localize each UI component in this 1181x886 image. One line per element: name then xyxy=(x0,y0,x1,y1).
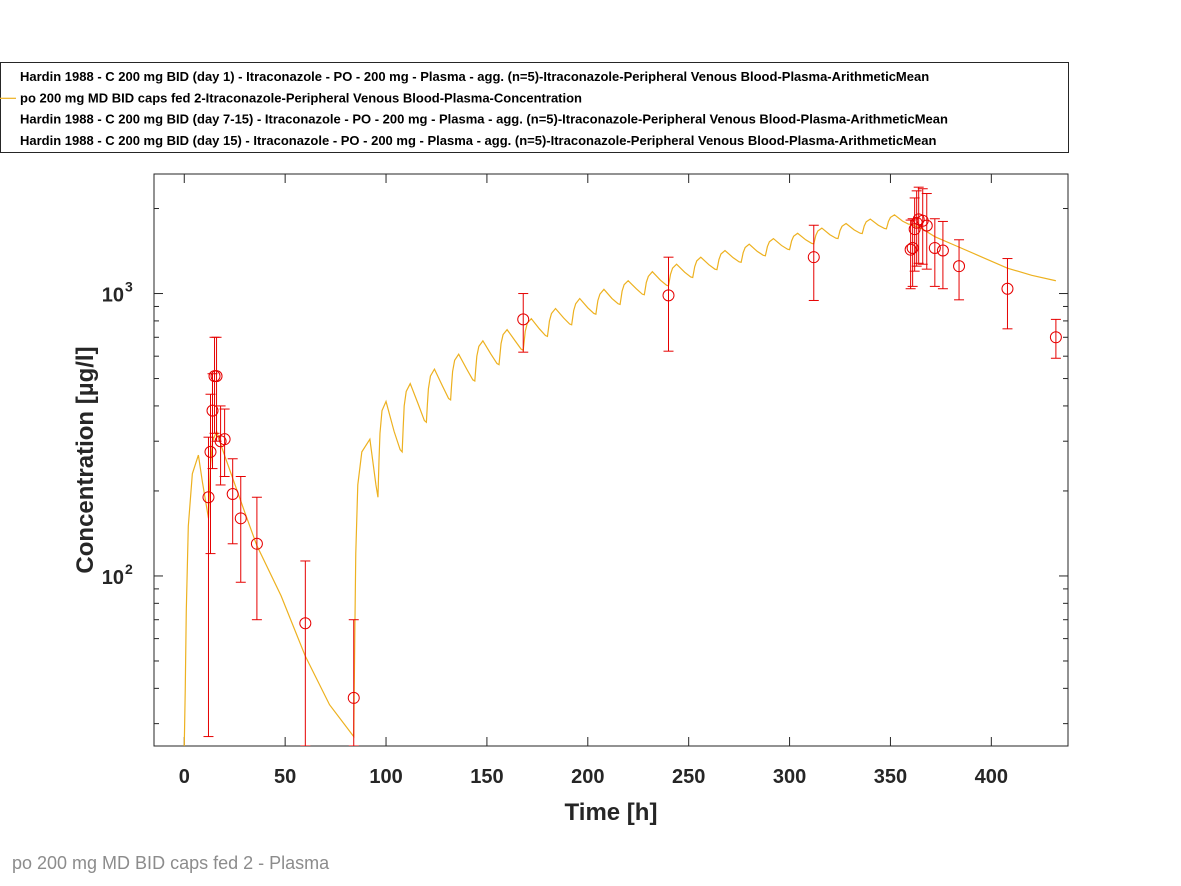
data-marker xyxy=(347,691,360,704)
data-marker xyxy=(936,244,949,257)
observed-point-6 xyxy=(218,408,231,477)
x-tick-label: 200 xyxy=(571,766,604,788)
data-marker xyxy=(250,537,263,550)
data-marker xyxy=(906,241,919,254)
x-tick-label: 400 xyxy=(975,766,1008,788)
data-marker xyxy=(234,512,247,525)
data-marker xyxy=(953,260,966,273)
observed-point-25 xyxy=(1001,258,1014,330)
data-marker xyxy=(662,289,675,302)
observed-point-24 xyxy=(953,239,966,301)
data-marker xyxy=(299,617,312,630)
data-marker xyxy=(928,241,941,254)
x-tick-label: 50 xyxy=(274,766,296,788)
data-marker xyxy=(218,433,231,446)
data-marker xyxy=(210,370,223,383)
observed-point-1 xyxy=(204,393,217,555)
observed-point-26 xyxy=(1049,318,1062,359)
x-tick-label: 100 xyxy=(369,766,402,788)
observed-point-20 xyxy=(916,188,929,265)
observed-point-13 xyxy=(662,256,675,352)
observed-point-8 xyxy=(234,475,247,583)
x-axis-label: Time [h] xyxy=(565,799,658,826)
legend: Hardin 1988 - C 200 mg BID (day 1) - Itr… xyxy=(0,62,1069,153)
x-tick-label: 350 xyxy=(874,766,907,788)
observed-point-14 xyxy=(807,224,820,301)
observed-point-21 xyxy=(920,193,933,270)
data-marker xyxy=(206,404,219,417)
y-axis-label: Concentration [µg/l] xyxy=(72,346,99,573)
data-marker xyxy=(1001,282,1014,295)
observed-point-11 xyxy=(347,619,360,746)
observed-series xyxy=(202,186,1062,746)
data-marker xyxy=(226,488,239,501)
x-tick-label: 0 xyxy=(179,766,190,788)
y-tick-exponent: 2 xyxy=(125,561,133,577)
x-tick-label: 150 xyxy=(470,766,503,788)
data-marker xyxy=(202,491,215,504)
data-marker xyxy=(204,445,217,458)
observed-point-23 xyxy=(936,220,949,290)
legend-entry-1: po 200 mg MD BID caps fed 2-Itraconazole… xyxy=(20,90,582,105)
observed-point-15 xyxy=(904,219,917,290)
y-tick-label: 10 xyxy=(102,285,124,307)
simulated-line xyxy=(183,214,1057,746)
data-marker xyxy=(807,251,820,264)
legend-box xyxy=(0,62,1069,153)
observed-point-17 xyxy=(908,197,921,272)
legend-entry-0: Hardin 1988 - C 200 mg BID (day 1) - Itr… xyxy=(20,69,929,84)
legend-entry-3: Hardin 1988 - C 200 mg BID (day 15) - It… xyxy=(20,133,936,148)
legend-entry-2: Hardin 1988 - C 200 mg BID (day 7-15) - … xyxy=(20,112,948,127)
data-marker xyxy=(517,313,530,326)
y-tick-label: 10 xyxy=(102,567,124,589)
axes-box xyxy=(153,173,1069,747)
simulated-series xyxy=(183,214,1057,746)
data-marker xyxy=(1049,331,1062,344)
observed-point-0 xyxy=(202,436,215,738)
plot-area xyxy=(153,173,1069,747)
y-tick-exponent: 3 xyxy=(125,279,133,295)
observed-point-10 xyxy=(299,560,312,746)
observed-point-7 xyxy=(226,458,239,545)
observed-point-12 xyxy=(517,293,530,353)
footer-caption: po 200 mg MD BID caps fed 2 - Plasma xyxy=(12,853,330,873)
data-marker xyxy=(904,243,917,256)
axis-labels: Time [h] Concentration [µg/l] xyxy=(72,346,657,826)
observed-point-2 xyxy=(206,373,219,470)
x-tick-label: 300 xyxy=(773,766,806,788)
x-tick-label: 250 xyxy=(672,766,705,788)
data-marker xyxy=(920,219,933,232)
observed-point-9 xyxy=(250,496,263,621)
observed-point-22 xyxy=(928,218,941,287)
